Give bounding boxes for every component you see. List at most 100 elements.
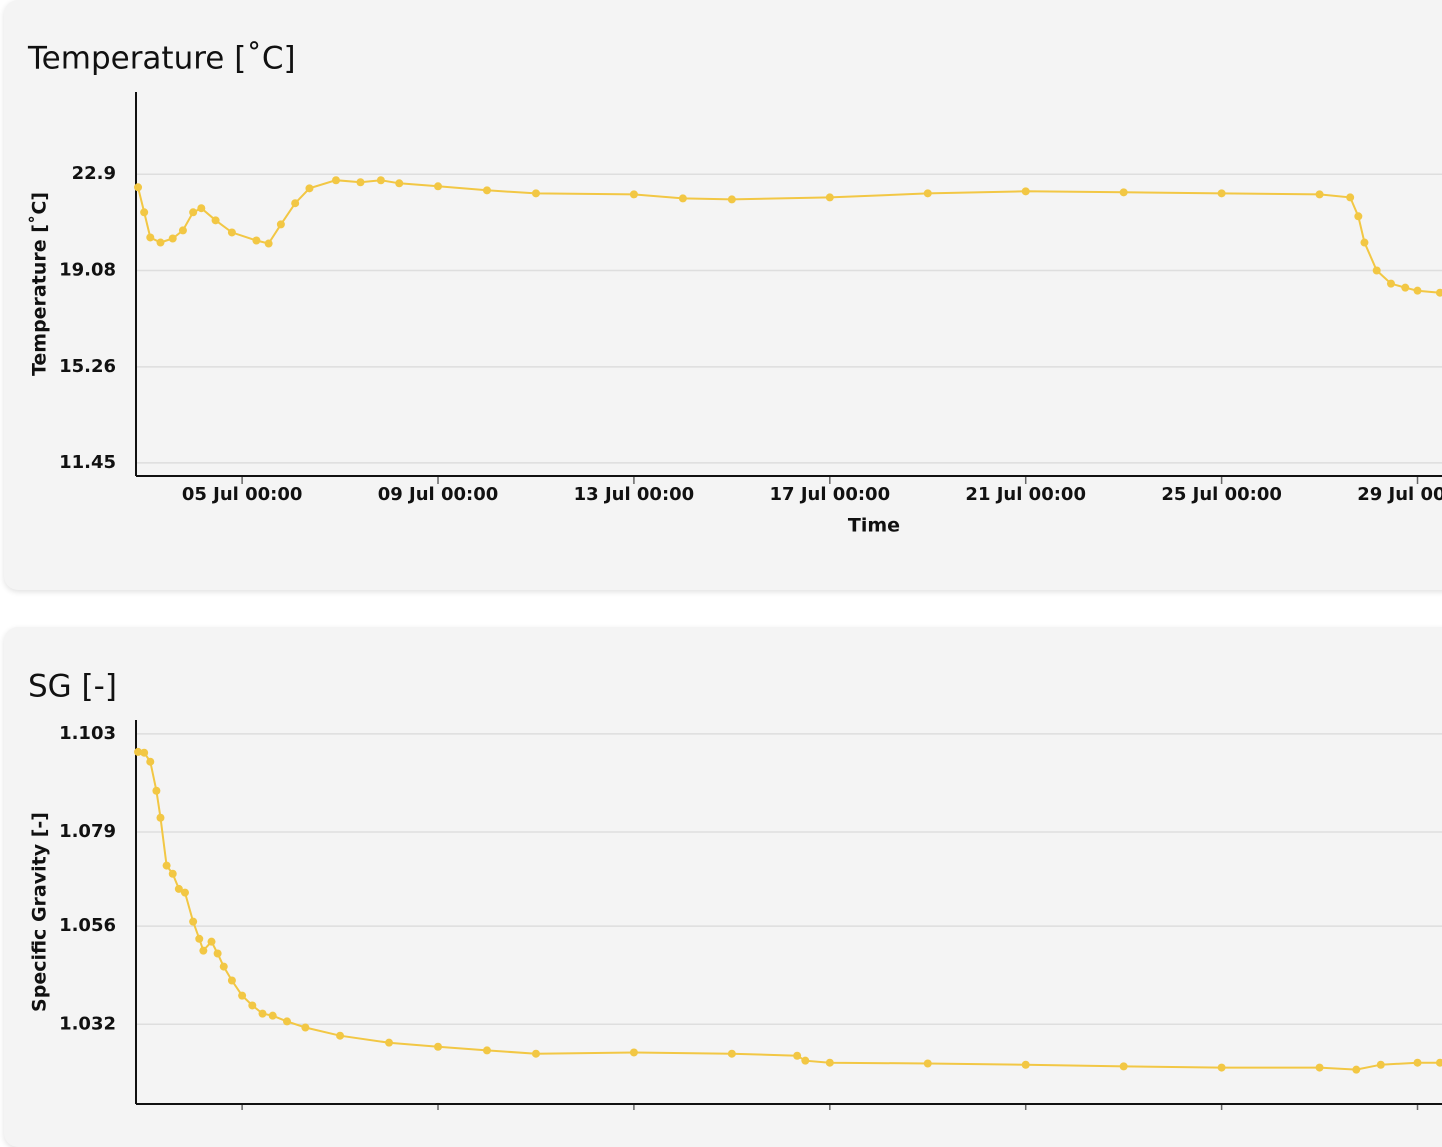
data-point — [213, 949, 222, 958]
charts: Temperature [˚C] Temperature [˚C] Time 11.4… — [27, 41, 1442, 1110]
data-point — [168, 234, 177, 243]
data-line — [137, 750, 1440, 1071]
data-point — [1372, 266, 1381, 275]
data-point — [189, 917, 198, 926]
data-point — [140, 748, 149, 757]
data-point — [1354, 212, 1363, 221]
data-point — [1435, 288, 1442, 297]
data-point — [331, 176, 340, 185]
chart-title: Temperature [˚C] — [27, 41, 296, 77]
y-tick-label: 1.032 — [59, 1013, 116, 1034]
temperature-card — [4, 0, 1442, 590]
data-point — [156, 813, 165, 822]
page: Temperature [˚C] Temperature [˚C] Time 11.4… — [4, 0, 1442, 1147]
data-point — [219, 962, 228, 971]
data-point — [801, 1056, 810, 1065]
data-point — [156, 238, 165, 247]
data-point — [1315, 190, 1324, 199]
data-point — [146, 757, 155, 766]
data-point — [195, 934, 204, 943]
data-point — [1435, 1058, 1442, 1067]
data-point — [356, 178, 365, 187]
data-point — [482, 186, 491, 195]
data-point — [434, 1042, 443, 1051]
data-point — [531, 1049, 540, 1058]
data-point — [162, 861, 171, 870]
data-point — [283, 1017, 292, 1026]
x-tick-label: 25 Jul 00:00 — [1161, 484, 1282, 505]
chart-title: SG [-] — [28, 669, 117, 705]
data-point — [727, 1049, 736, 1058]
data-point — [1119, 188, 1128, 197]
data-point — [1217, 1063, 1226, 1072]
data-point — [197, 204, 206, 213]
data-point — [227, 228, 236, 237]
data-point — [291, 199, 300, 208]
x-tick-label: 17 Jul 00:00 — [770, 484, 891, 505]
data-line — [137, 179, 1441, 294]
data-point — [1386, 279, 1395, 288]
data-point — [168, 869, 177, 878]
data-point — [1413, 1058, 1422, 1067]
data-point — [268, 1011, 277, 1020]
data-point — [482, 1046, 491, 1055]
data-point — [207, 937, 216, 946]
data-point — [793, 1051, 802, 1060]
x-tick-label: 05 Jul 00:00 — [182, 484, 303, 505]
data-point — [252, 236, 261, 245]
data-point — [174, 884, 183, 893]
x-tick-label: 09 Jul 00:00 — [378, 484, 499, 505]
y-tick-label: 15.26 — [59, 356, 116, 377]
x-tick-label: 21 Jul 00:00 — [965, 484, 1086, 505]
y-tick-label: 22.9 — [72, 163, 116, 184]
data-point — [1217, 189, 1226, 198]
data-point — [146, 233, 155, 242]
data-point — [189, 208, 198, 217]
data-point — [178, 226, 187, 235]
data-point — [395, 179, 404, 188]
data-point — [727, 195, 736, 204]
data-point — [134, 747, 143, 756]
data-point — [1346, 193, 1355, 202]
x-tick-label: 13 Jul 00:00 — [574, 484, 695, 505]
data-point — [923, 189, 932, 198]
x-tick-label: 29 Jul 00:00 — [1357, 484, 1442, 505]
data-point — [678, 194, 687, 203]
data-point — [825, 193, 834, 202]
data-point — [1352, 1065, 1361, 1074]
data-point — [825, 1058, 834, 1067]
data-point — [248, 1001, 257, 1010]
y-tick-label: 1.056 — [59, 915, 116, 936]
y-tick-label: 1.103 — [59, 723, 116, 744]
data-point — [1119, 1062, 1128, 1071]
y-axis-label: Temperature [˚C] — [28, 192, 51, 376]
data-point — [276, 220, 285, 229]
data-point — [1376, 1060, 1385, 1069]
data-point — [385, 1038, 394, 1047]
data-point — [305, 184, 314, 193]
data-point — [227, 976, 236, 985]
data-point — [923, 1059, 932, 1068]
data-point — [1021, 1060, 1030, 1069]
y-tick-label: 19.08 — [59, 260, 116, 281]
data-point — [531, 189, 540, 198]
data-point — [238, 991, 247, 1000]
data-point — [629, 190, 638, 199]
data-point — [134, 183, 143, 192]
data-point — [211, 216, 220, 225]
data-point — [301, 1023, 310, 1032]
data-point — [258, 1009, 267, 1018]
data-point — [336, 1031, 345, 1040]
data-point — [1021, 187, 1030, 196]
data-point — [434, 182, 443, 191]
data-point — [140, 208, 149, 217]
data-point — [1360, 238, 1369, 247]
data-point — [264, 239, 273, 248]
data-point — [629, 1048, 638, 1057]
data-point — [152, 786, 161, 795]
data-point — [1401, 283, 1410, 292]
x-axis-label: Time — [848, 515, 900, 537]
data-point — [1315, 1063, 1324, 1072]
data-point — [180, 888, 189, 897]
y-axis-label: Specific Gravity [-] — [29, 812, 51, 1012]
